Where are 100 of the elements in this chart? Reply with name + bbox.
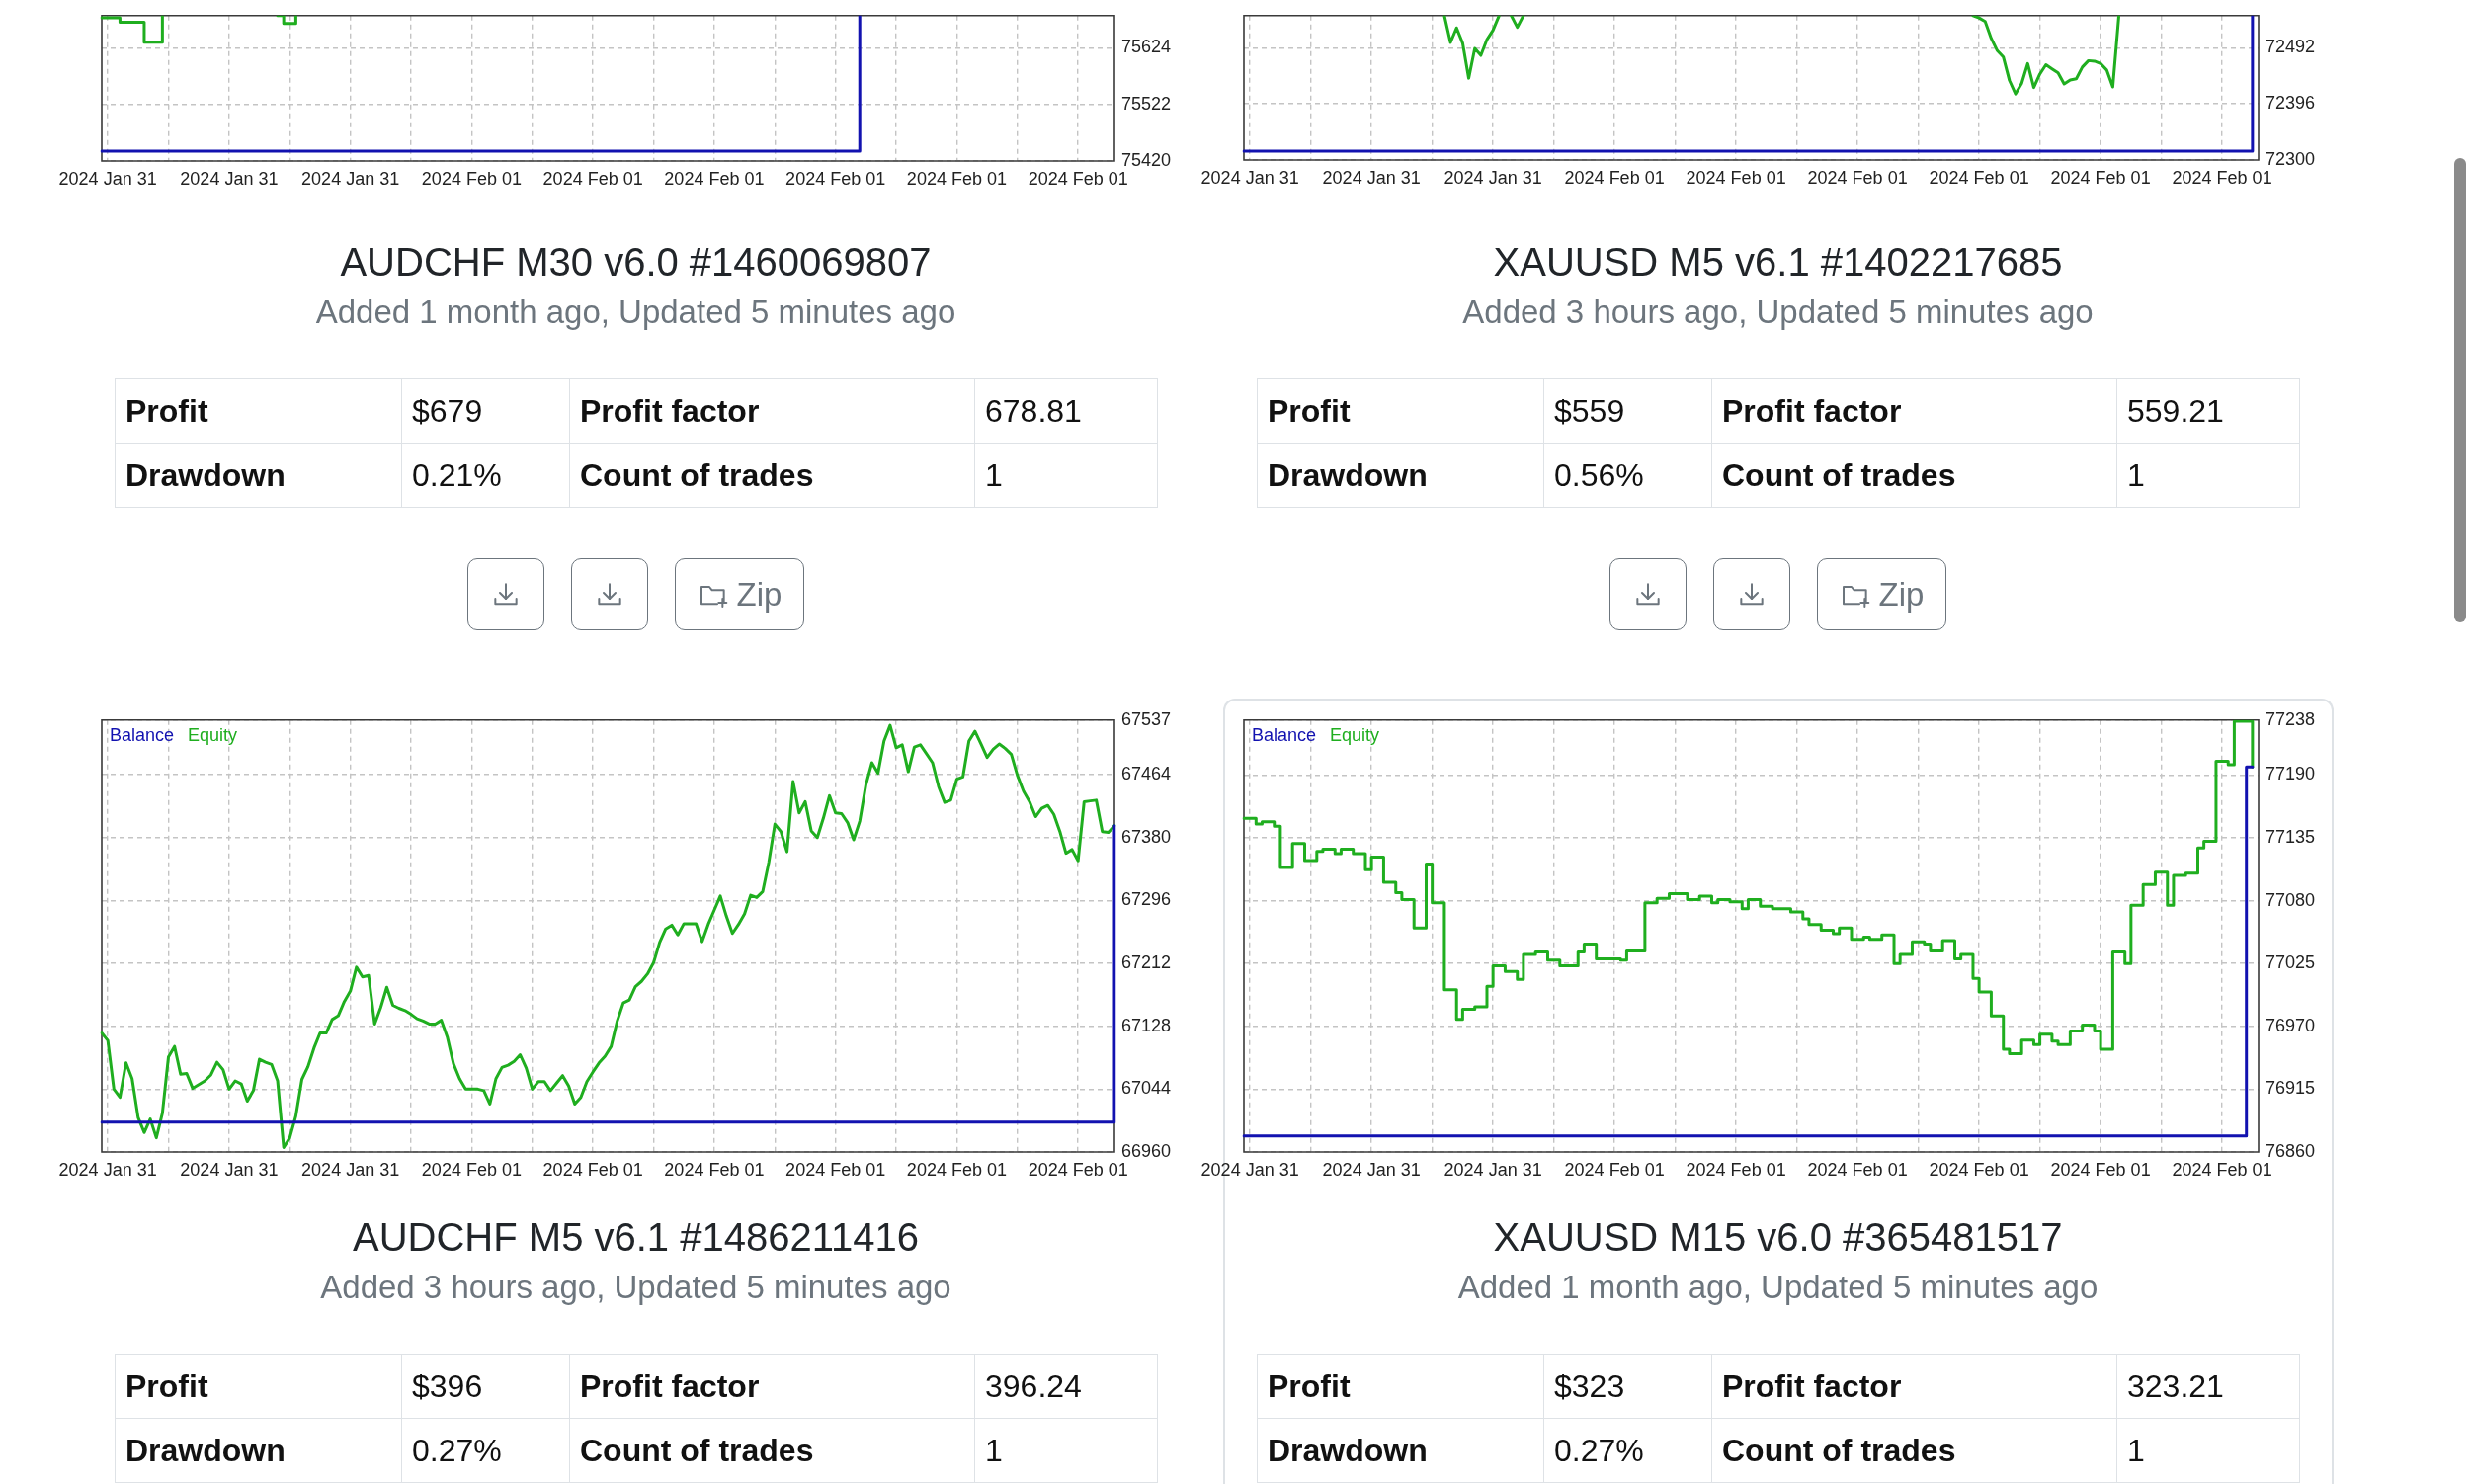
y-tick-label: 72492 (2266, 37, 2316, 57)
text: Count of trades (580, 1432, 814, 1468)
x-tick-label: 2024 Feb 01 (664, 168, 765, 189)
x-tick-label: 2024 Feb 01 (785, 168, 886, 189)
text: Count of trades (1722, 456, 1956, 493)
text: 0.56% (1554, 456, 1644, 493)
text: AUDCHF M30 v6.0 #1460069807 (339, 239, 933, 286)
y-tick-label: 67296 (1121, 889, 1172, 910)
x-tick-label: 2024 Feb 01 (421, 168, 522, 189)
x-tick-label: 2024 Jan 31 (301, 1159, 400, 1180)
x-tick-label: 2024 Feb 01 (2050, 167, 2151, 188)
y-tick-label: 76915 (2266, 1078, 2316, 1099)
text: Profit (1268, 392, 1351, 429)
text: $323 (1554, 1367, 1625, 1404)
x-tick-label: 2024 Jan 31 (301, 168, 400, 189)
text: 0.21% (412, 456, 502, 493)
y-tick-label: 75624 (1121, 37, 1172, 57)
x-tick-label: 2024 Jan 31 (180, 168, 279, 189)
text: 678.81 (985, 392, 1082, 429)
x-tick-label: 2024 Jan 31 (1200, 167, 1299, 188)
text: XAUUSD M15 v6.0 #365481517 (1492, 1214, 2064, 1261)
text: Added 1 month ago, Updated 5 minutes ago (1456, 1268, 2100, 1307)
y-tick-label: 67044 (1121, 1078, 1172, 1099)
x-tick-label: 2024 Feb 01 (1929, 167, 2029, 188)
x-tick-label: 2024 Jan 31 (1322, 167, 1421, 188)
x-tick-label: 2024 Jan 31 (1443, 167, 1542, 188)
y-tick-label: 76860 (2266, 1140, 2316, 1161)
y-tick-label: 67537 (1121, 708, 1172, 729)
text: Equity (188, 724, 238, 745)
text: Profit (125, 392, 208, 429)
text: Balance (1252, 724, 1317, 745)
x-tick-label: 2024 Feb 01 (1686, 1159, 1786, 1180)
text: $679 (412, 392, 483, 429)
text: 1 (985, 1432, 1003, 1468)
y-tick-label: 72396 (2266, 93, 2316, 114)
y-tick-label: 77190 (2266, 764, 2316, 784)
text: Profit (125, 1367, 208, 1404)
x-tick-label: 2024 Feb 01 (421, 1159, 522, 1180)
y-tick-label: 75420 (1121, 149, 1172, 170)
x-tick-label: 2024 Feb 01 (1929, 1159, 2029, 1180)
text: Profit factor (580, 1367, 760, 1404)
x-tick-label: 2024 Jan 31 (180, 1159, 279, 1180)
download-button[interactable] (466, 558, 544, 630)
x-tick-label: 2024 Feb 01 (1028, 1159, 1128, 1180)
x-tick-label: 2024 Feb 01 (2172, 1159, 2272, 1180)
text: Count of trades (1722, 1432, 1956, 1468)
y-tick-label: 76970 (2266, 1015, 2316, 1035)
text: 0.27% (412, 1432, 502, 1468)
x-tick-label: 2024 Jan 31 (1443, 1159, 1542, 1180)
x-tick-label: 2024 Feb 01 (1807, 167, 1908, 188)
text: Profit factor (580, 392, 760, 429)
y-tick-label: 77135 (2266, 826, 2316, 847)
x-tick-label: 2024 Jan 31 (58, 1159, 157, 1180)
y-tick-label: 67464 (1121, 764, 1172, 784)
text: 559.21 (2127, 392, 2224, 429)
x-tick-label: 2024 Jan 31 (1322, 1159, 1421, 1180)
text: 0.27% (1554, 1432, 1644, 1468)
x-tick-label: 2024 Feb 01 (542, 168, 643, 189)
text: Added 3 hours ago, Updated 5 minutes ago (319, 1268, 952, 1307)
text: 1 (985, 456, 1003, 493)
text: Drawdown (1268, 1432, 1428, 1468)
x-tick-label: 2024 Feb 01 (2050, 1159, 2151, 1180)
text: $396 (412, 1367, 483, 1404)
y-tick-label: 66960 (1121, 1140, 1172, 1161)
y-tick-label: 72300 (2266, 148, 2316, 169)
scrollbar[interactable] (2454, 158, 2466, 622)
text: 396.24 (985, 1367, 1082, 1404)
y-tick-label: 75522 (1121, 93, 1172, 114)
text: Balance (110, 724, 175, 745)
y-tick-label: 67212 (1121, 952, 1172, 973)
y-tick-label: 67380 (1121, 826, 1172, 847)
x-tick-label: 2024 Feb 01 (1028, 168, 1128, 189)
text: Added 3 hours ago, Updated 5 minutes ago (1461, 292, 2095, 332)
text: XAUUSD M5 v6.1 #1402217685 (1492, 239, 2064, 286)
y-tick-label: 77080 (2266, 889, 2316, 910)
text: Drawdown (125, 1432, 286, 1468)
x-tick-label: 2024 Feb 01 (542, 1159, 643, 1180)
download-button[interactable] (570, 558, 648, 630)
x-tick-label: 2024 Feb 01 (1686, 167, 1786, 188)
x-tick-label: 2024 Feb 01 (1807, 1159, 1908, 1180)
text: 1 (2127, 1432, 2145, 1468)
x-tick-label: 2024 Feb 01 (785, 1159, 886, 1180)
y-tick-label: 67128 (1121, 1015, 1172, 1035)
x-tick-label: 2024 Feb 01 (664, 1159, 765, 1180)
folder-button[interactable]: Zip (1816, 558, 1947, 630)
download-button[interactable] (1712, 558, 1790, 630)
folder-button[interactable]: Zip (674, 558, 805, 630)
text: Profit factor (1722, 1367, 1902, 1404)
x-tick-label: 2024 Feb 01 (1564, 1159, 1665, 1180)
text: Profit factor (1722, 392, 1902, 429)
x-tick-label: 2024 Feb 01 (906, 1159, 1007, 1180)
x-tick-label: 2024 Feb 01 (2172, 167, 2272, 188)
text: $559 (1554, 392, 1625, 429)
y-tick-label: 77238 (2266, 708, 2316, 729)
x-tick-label: 2024 Jan 31 (58, 168, 157, 189)
text: Drawdown (1268, 456, 1428, 493)
y-tick-label: 77025 (2266, 952, 2316, 973)
x-tick-label: 2024 Feb 01 (906, 168, 1007, 189)
download-button[interactable] (1608, 558, 1687, 630)
x-tick-label: 2024 Jan 31 (1200, 1159, 1299, 1180)
